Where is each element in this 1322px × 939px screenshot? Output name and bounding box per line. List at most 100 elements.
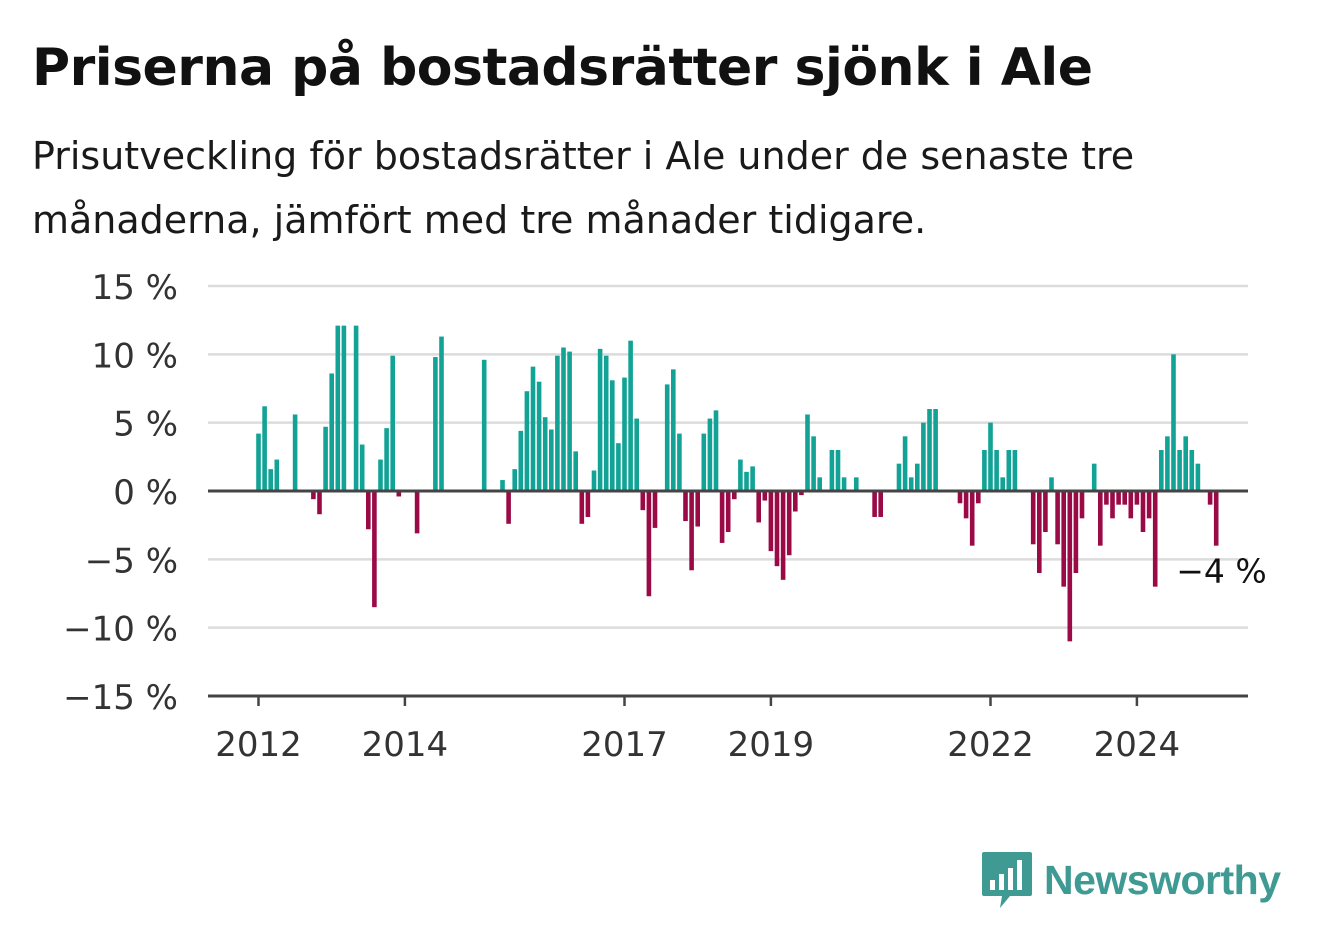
bar: [982, 450, 987, 491]
bar: [878, 491, 883, 517]
bar: [628, 340, 633, 491]
x-tick-label: 2012: [215, 725, 302, 765]
bar: [963, 491, 969, 519]
bar: [366, 491, 371, 530]
bar: [756, 491, 761, 523]
bar: [841, 477, 847, 491]
bar: [433, 357, 438, 491]
bar: [1195, 463, 1201, 491]
bar: [323, 426, 328, 491]
bar: [530, 366, 536, 491]
bar: [549, 429, 554, 491]
newsworthy-logo: Newsworthy: [980, 850, 1281, 910]
bar: [274, 459, 280, 491]
bar: [762, 491, 768, 501]
bar: [262, 406, 267, 491]
bar: [1177, 450, 1182, 491]
bar: [774, 491, 780, 567]
y-tick-label: 15 %: [92, 268, 178, 308]
bar: [835, 450, 841, 491]
bar: [786, 491, 792, 556]
bar: [1055, 491, 1060, 545]
bar: [640, 491, 646, 511]
bar: [969, 491, 975, 546]
bar: [976, 491, 981, 504]
y-tick-label: −15 %: [63, 678, 178, 718]
bar: [1183, 436, 1188, 491]
bar: [768, 491, 774, 552]
bar: [872, 491, 877, 517]
bar: [335, 325, 341, 491]
bar: [1030, 491, 1036, 545]
bar: [957, 491, 963, 504]
bar: [1043, 491, 1048, 532]
bar: [518, 430, 524, 491]
bar: [652, 491, 658, 528]
x-tick-label: 2017: [581, 725, 668, 765]
bar: [1049, 477, 1054, 491]
bar: [1104, 491, 1109, 505]
bar: [536, 381, 542, 491]
bar: [329, 373, 334, 491]
bar: [1122, 491, 1127, 505]
bar: [725, 491, 731, 532]
bar: [1098, 491, 1103, 546]
bar: [1207, 491, 1213, 505]
newsworthy-logo-icon: [982, 852, 1032, 908]
bars: [256, 325, 1219, 642]
bar: [573, 451, 578, 491]
bar: [902, 436, 908, 491]
bar: [378, 459, 383, 491]
bar: [1159, 450, 1164, 491]
bar: [799, 491, 804, 496]
bar: [927, 409, 932, 491]
bar: [353, 325, 359, 491]
bar: [738, 459, 743, 491]
bar: [701, 433, 707, 491]
bar: [555, 355, 560, 491]
bar: [1079, 491, 1085, 519]
bar: [988, 422, 993, 491]
bar: [896, 463, 902, 491]
bar: [1152, 491, 1158, 587]
logo-text: Newsworthy: [1044, 856, 1281, 903]
y-tick-label: −5 %: [85, 541, 178, 581]
bar: [414, 491, 420, 534]
bar: [603, 355, 609, 491]
bar: [1140, 491, 1146, 532]
axes: [208, 489, 1248, 706]
bar: [396, 491, 402, 497]
bar: [384, 428, 389, 491]
bar: [610, 380, 615, 491]
bar: [359, 444, 365, 491]
bar: [292, 414, 298, 491]
bar: [390, 355, 395, 491]
bar: [671, 369, 676, 491]
bar: [689, 491, 694, 571]
bar: [695, 491, 700, 527]
bar: [933, 409, 938, 491]
bar: [1012, 450, 1018, 491]
bar: [1000, 477, 1005, 491]
bar: [597, 348, 603, 491]
bar: [524, 391, 530, 491]
bar: [439, 336, 444, 491]
bar: [780, 491, 786, 580]
bar: [634, 418, 639, 491]
bar: [616, 443, 621, 491]
bar: [707, 418, 713, 491]
bar: [1006, 450, 1012, 491]
bar: [256, 433, 261, 491]
bar: [646, 491, 652, 597]
bar: [805, 414, 810, 491]
bar: [677, 433, 682, 491]
y-tick-label: 0 %: [113, 473, 178, 513]
tick-labels: 15 % 10 % 5 % 0 % −5 % −10 % −15 % 2012 2014 2017…: [63, 268, 1267, 765]
bar: [994, 450, 999, 491]
bar: [268, 469, 273, 491]
y-tick-label: −10 %: [63, 610, 178, 650]
bar: [481, 359, 487, 491]
bar: [829, 450, 835, 491]
chart-title: Priserna på bostadsrätter sjönk i Ale: [32, 38, 1093, 98]
